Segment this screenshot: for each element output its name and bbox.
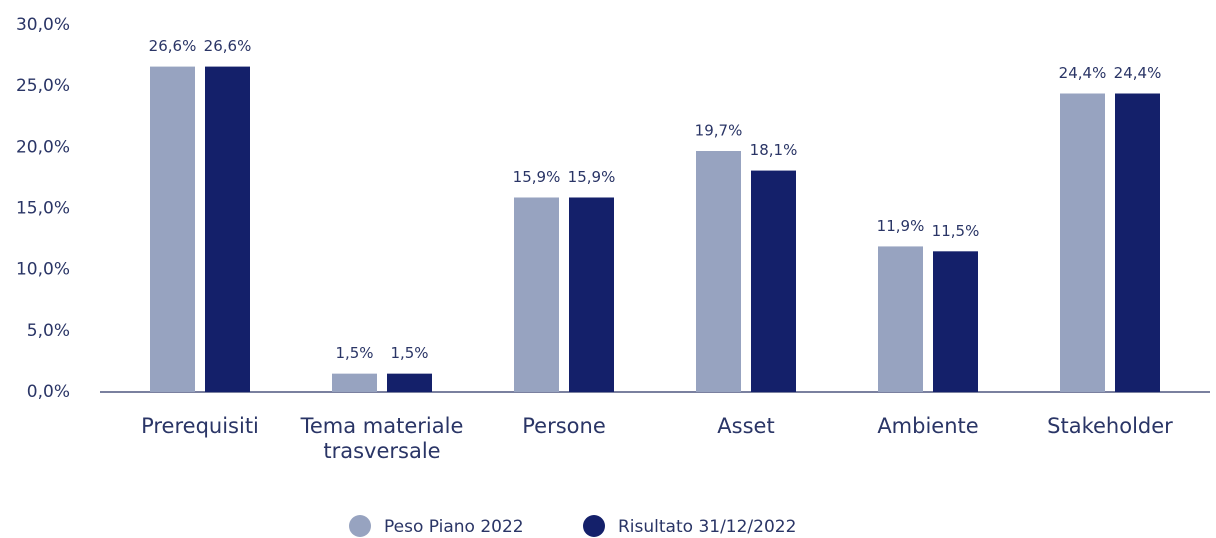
bar bbox=[205, 66, 250, 393]
y-tick-label: 30,0% bbox=[16, 15, 70, 35]
bar bbox=[514, 197, 559, 392]
bar bbox=[1060, 93, 1105, 393]
bar bbox=[569, 197, 614, 392]
value-label: 11,9% bbox=[877, 217, 925, 235]
value-label: 26,6% bbox=[149, 37, 197, 55]
x-tick-label: Ambiente bbox=[877, 414, 979, 438]
value-label: 15,9% bbox=[568, 168, 616, 186]
bar bbox=[1115, 93, 1160, 393]
x-tick-label: Prerequisiti bbox=[141, 414, 259, 438]
bar bbox=[696, 151, 741, 392]
legend-marker bbox=[349, 515, 371, 537]
y-tick-label: 15,0% bbox=[16, 199, 70, 219]
y-tick-label: 20,0% bbox=[16, 137, 70, 157]
value-label: 1,5% bbox=[390, 344, 428, 362]
x-tick-label: Asset bbox=[717, 414, 775, 438]
value-label: 24,4% bbox=[1059, 64, 1107, 82]
bar bbox=[332, 373, 377, 392]
legend-label: Peso Piano 2022 bbox=[384, 517, 524, 537]
bar bbox=[878, 246, 923, 392]
legend-label: Risultato 31/12/2022 bbox=[618, 517, 796, 537]
legend-marker bbox=[583, 515, 605, 537]
x-tick-label: Tema materiale trasversale bbox=[300, 414, 464, 463]
value-label: 11,5% bbox=[932, 222, 980, 240]
x-tick-label: Stakeholder bbox=[1047, 414, 1173, 438]
value-label: 15,9% bbox=[513, 168, 561, 186]
value-label: 1,5% bbox=[335, 344, 373, 362]
bar bbox=[751, 170, 796, 392]
y-tick-label: 25,0% bbox=[16, 76, 70, 96]
y-tick-label: 5,0% bbox=[27, 321, 70, 341]
bar bbox=[150, 66, 195, 393]
bar bbox=[387, 373, 432, 392]
value-label: 19,7% bbox=[695, 122, 743, 140]
y-tick-label: 0,0% bbox=[27, 382, 70, 402]
value-label: 24,4% bbox=[1114, 64, 1162, 82]
value-label: 26,6% bbox=[204, 37, 252, 55]
x-tick-label: Persone bbox=[522, 414, 606, 438]
bar bbox=[933, 251, 978, 392]
value-label: 18,1% bbox=[750, 141, 798, 159]
y-tick-label: 10,0% bbox=[16, 260, 70, 280]
